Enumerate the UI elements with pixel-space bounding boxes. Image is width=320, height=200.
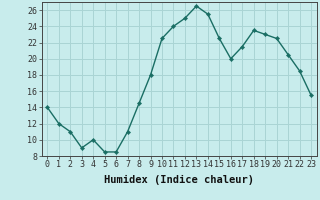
X-axis label: Humidex (Indice chaleur): Humidex (Indice chaleur) (104, 175, 254, 185)
